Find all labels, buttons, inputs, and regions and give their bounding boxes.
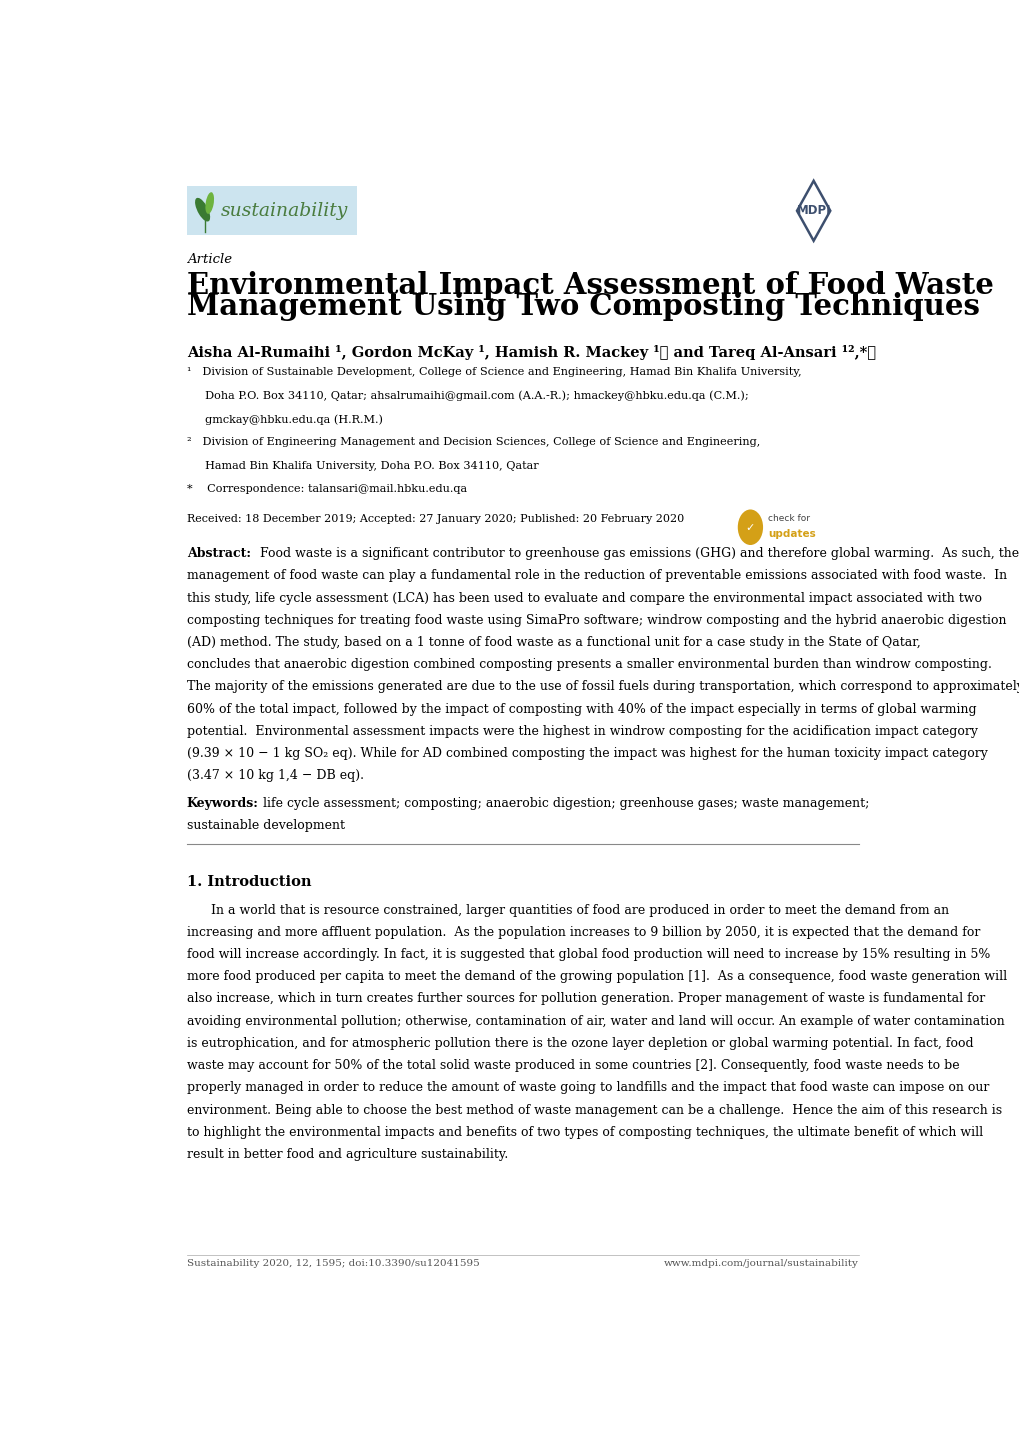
Text: management of food waste can play a fundamental role in the reduction of prevent: management of food waste can play a fund… bbox=[186, 570, 1006, 583]
Text: avoiding environmental pollution; otherwise, contamination of air, water and lan: avoiding environmental pollution; otherw… bbox=[186, 1015, 1004, 1028]
Text: Received: 18 December 2019; Accepted: 27 January 2020; Published: 20 February 20: Received: 18 December 2019; Accepted: 27… bbox=[186, 513, 684, 523]
FancyBboxPatch shape bbox=[186, 186, 357, 235]
Text: In a world that is resource constrained, larger quantities of food are produced : In a world that is resource constrained,… bbox=[186, 904, 948, 917]
Text: Environmental Impact Assessment of Food Waste: Environmental Impact Assessment of Food … bbox=[186, 271, 993, 300]
Text: Keywords:: Keywords: bbox=[186, 797, 259, 810]
Text: updates: updates bbox=[767, 529, 815, 539]
Text: sustainable development: sustainable development bbox=[186, 819, 344, 832]
Ellipse shape bbox=[195, 198, 210, 222]
Text: (AD) method. The study, based on a 1 tonne of food waste as a functional unit fo: (AD) method. The study, based on a 1 ton… bbox=[186, 636, 919, 649]
Text: (3.47 × 10 kg 1,4 − DB eq).: (3.47 × 10 kg 1,4 − DB eq). bbox=[186, 769, 364, 783]
Text: potential.  Environmental assessment impacts were the highest in windrow compost: potential. Environmental assessment impa… bbox=[186, 725, 977, 738]
Text: (9.39 × 10 − 1 kg SO₂ eq). While for AD combined composting the impact was highe: (9.39 × 10 − 1 kg SO₂ eq). While for AD … bbox=[186, 747, 986, 760]
Text: ✓: ✓ bbox=[745, 523, 754, 534]
Text: Sustainability 2020, 12, 1595; doi:10.3390/su12041595: Sustainability 2020, 12, 1595; doi:10.33… bbox=[186, 1259, 479, 1268]
Text: environment. Being able to choose the best method of waste management can be a c: environment. Being able to choose the be… bbox=[186, 1103, 1001, 1116]
Text: more food produced per capita to meet the demand of the growing population [1]. : more food produced per capita to meet th… bbox=[186, 970, 1006, 983]
Text: www.mdpi.com/journal/sustainability: www.mdpi.com/journal/sustainability bbox=[663, 1259, 858, 1268]
Text: also increase, which in turn creates further sources for pollution generation. P: also increase, which in turn creates fur… bbox=[186, 992, 984, 1005]
Text: this study, life cycle assessment (LCA) has been used to evaluate and compare th: this study, life cycle assessment (LCA) … bbox=[186, 591, 981, 604]
Text: The majority of the emissions generated are due to the use of fossil fuels durin: The majority of the emissions generated … bbox=[186, 681, 1019, 694]
Text: Food waste is a significant contributor to greenhouse gas emissions (GHG) and th: Food waste is a significant contributor … bbox=[260, 547, 1018, 561]
Text: Abstract:: Abstract: bbox=[186, 547, 251, 561]
Text: waste may account for 50% of the total solid waste produced in some countries [2: waste may account for 50% of the total s… bbox=[186, 1058, 959, 1071]
Text: food will increase accordingly. In fact, it is suggested that global food produc: food will increase accordingly. In fact,… bbox=[186, 947, 989, 960]
Text: Article: Article bbox=[186, 252, 231, 265]
Text: MDPI: MDPI bbox=[796, 205, 830, 218]
Text: Hamad Bin Khalifa University, Doha P.O. Box 34110, Qatar: Hamad Bin Khalifa University, Doha P.O. … bbox=[186, 460, 538, 470]
Text: composting techniques for treating food waste using SimaPro software; windrow co: composting techniques for treating food … bbox=[186, 614, 1006, 627]
Text: ²   Division of Engineering Management and Decision Sciences, College of Science: ² Division of Engineering Management and… bbox=[186, 437, 759, 447]
Text: Aisha Al-Rumaihi ¹, Gordon McKay ¹, Hamish R. Mackey ¹ⓞ and Tareq Al-Ansari ¹²,*: Aisha Al-Rumaihi ¹, Gordon McKay ¹, Hami… bbox=[186, 345, 875, 360]
Text: 1. Introduction: 1. Introduction bbox=[186, 875, 311, 888]
Text: increasing and more affluent population.  As the population increases to 9 billi: increasing and more affluent population.… bbox=[186, 926, 979, 939]
Text: check for: check for bbox=[767, 513, 809, 523]
Text: life cycle assessment; composting; anaerobic digestion; greenhouse gases; waste : life cycle assessment; composting; anaer… bbox=[263, 797, 869, 810]
Circle shape bbox=[737, 509, 762, 545]
Text: Doha P.O. Box 34110, Qatar; ahsalrumaihi@gmail.com (A.A.-R.); hmackey@hbku.edu.q: Doha P.O. Box 34110, Qatar; ahsalrumaihi… bbox=[186, 391, 748, 401]
Text: ¹   Division of Sustainable Development, College of Science and Engineering, Ham: ¹ Division of Sustainable Development, C… bbox=[186, 368, 801, 378]
Text: result in better food and agriculture sustainability.: result in better food and agriculture su… bbox=[186, 1148, 507, 1161]
Text: 60% of the total impact, followed by the impact of composting with 40% of the im: 60% of the total impact, followed by the… bbox=[186, 702, 975, 715]
Text: properly managed in order to reduce the amount of waste going to landfills and t: properly managed in order to reduce the … bbox=[186, 1082, 988, 1094]
Ellipse shape bbox=[205, 192, 214, 213]
Text: to highlight the environmental impacts and benefits of two types of composting t: to highlight the environmental impacts a… bbox=[186, 1126, 982, 1139]
Text: *    Correspondence: talansari@mail.hbku.edu.qa: * Correspondence: talansari@mail.hbku.ed… bbox=[186, 485, 467, 495]
Text: gmckay@hbku.edu.qa (H.R.M.): gmckay@hbku.edu.qa (H.R.M.) bbox=[186, 414, 382, 424]
Text: sustainability: sustainability bbox=[220, 202, 347, 219]
Text: concludes that anaerobic digestion combined composting presents a smaller enviro: concludes that anaerobic digestion combi… bbox=[186, 658, 990, 672]
Text: is eutrophication, and for atmospheric pollution there is the ozone layer deplet: is eutrophication, and for atmospheric p… bbox=[186, 1037, 972, 1050]
Text: Management Using Two Composting Techniques: Management Using Two Composting Techniqu… bbox=[186, 291, 979, 322]
